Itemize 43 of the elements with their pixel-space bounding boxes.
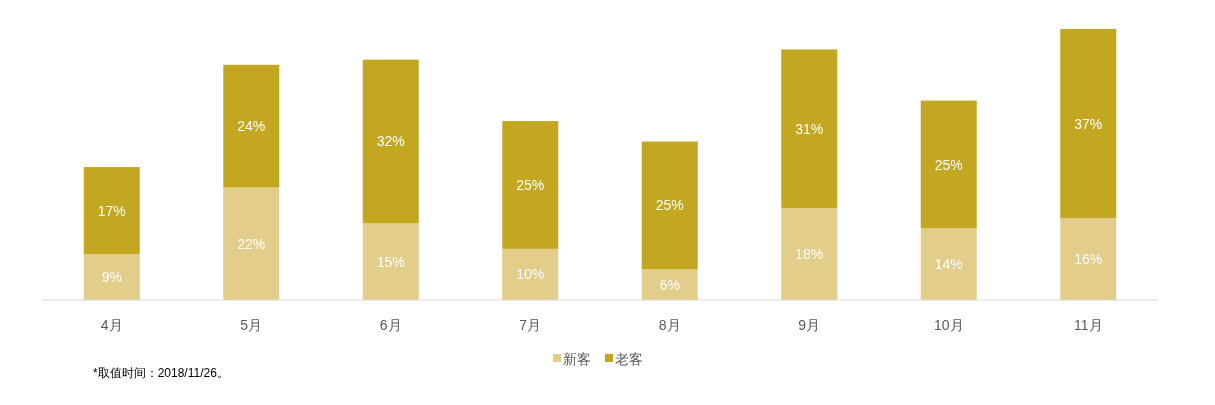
bar [641, 269, 698, 300]
data-label: 25% [934, 156, 963, 173]
data-label: 37% [1074, 115, 1103, 132]
x-tick-label: 6月 [379, 317, 402, 333]
x-tick-label: 8月 [658, 317, 681, 333]
bar [920, 228, 977, 300]
data-label: 31% [795, 120, 824, 137]
bar [1060, 218, 1117, 300]
bar [502, 248, 559, 300]
bar [362, 59, 419, 224]
x-tick-label: 5月 [240, 317, 263, 333]
x-tick-label: 11月 [1073, 317, 1103, 333]
text: *取值时间：2018/11/26。 [93, 366, 229, 380]
bar [502, 121, 559, 249]
data-label: 25% [516, 176, 545, 193]
x-tick-label: 7月 [519, 317, 542, 333]
data-label: 10% [516, 266, 545, 283]
data-label: 14% [934, 256, 963, 273]
bar [362, 223, 419, 300]
data-label: 17% [97, 202, 126, 219]
data-label: 22% [237, 235, 266, 252]
data-label: 24% [237, 118, 266, 135]
bar [1060, 29, 1117, 219]
bar [641, 141, 698, 270]
x-tick-label: 10月 [933, 317, 964, 333]
bar [920, 100, 977, 229]
data-label: 16% [1074, 251, 1103, 268]
bar [223, 64, 280, 188]
bar [83, 167, 140, 254]
data-label: 9% [101, 268, 122, 285]
data-label: 6% [659, 276, 680, 293]
data-label: 25% [655, 197, 684, 214]
data-label: 32% [376, 133, 405, 150]
bar [781, 207, 838, 300]
x-tick-label: 9月 [798, 317, 821, 333]
data-label: 15% [376, 253, 405, 270]
bar [781, 49, 838, 208]
bar [223, 187, 280, 300]
legend-label: 新客 [563, 351, 591, 367]
data-label: 18% [795, 245, 824, 262]
legend-label: 老客 [615, 351, 643, 367]
bar [83, 253, 140, 300]
x-tick-label: 4月 [100, 317, 123, 333]
